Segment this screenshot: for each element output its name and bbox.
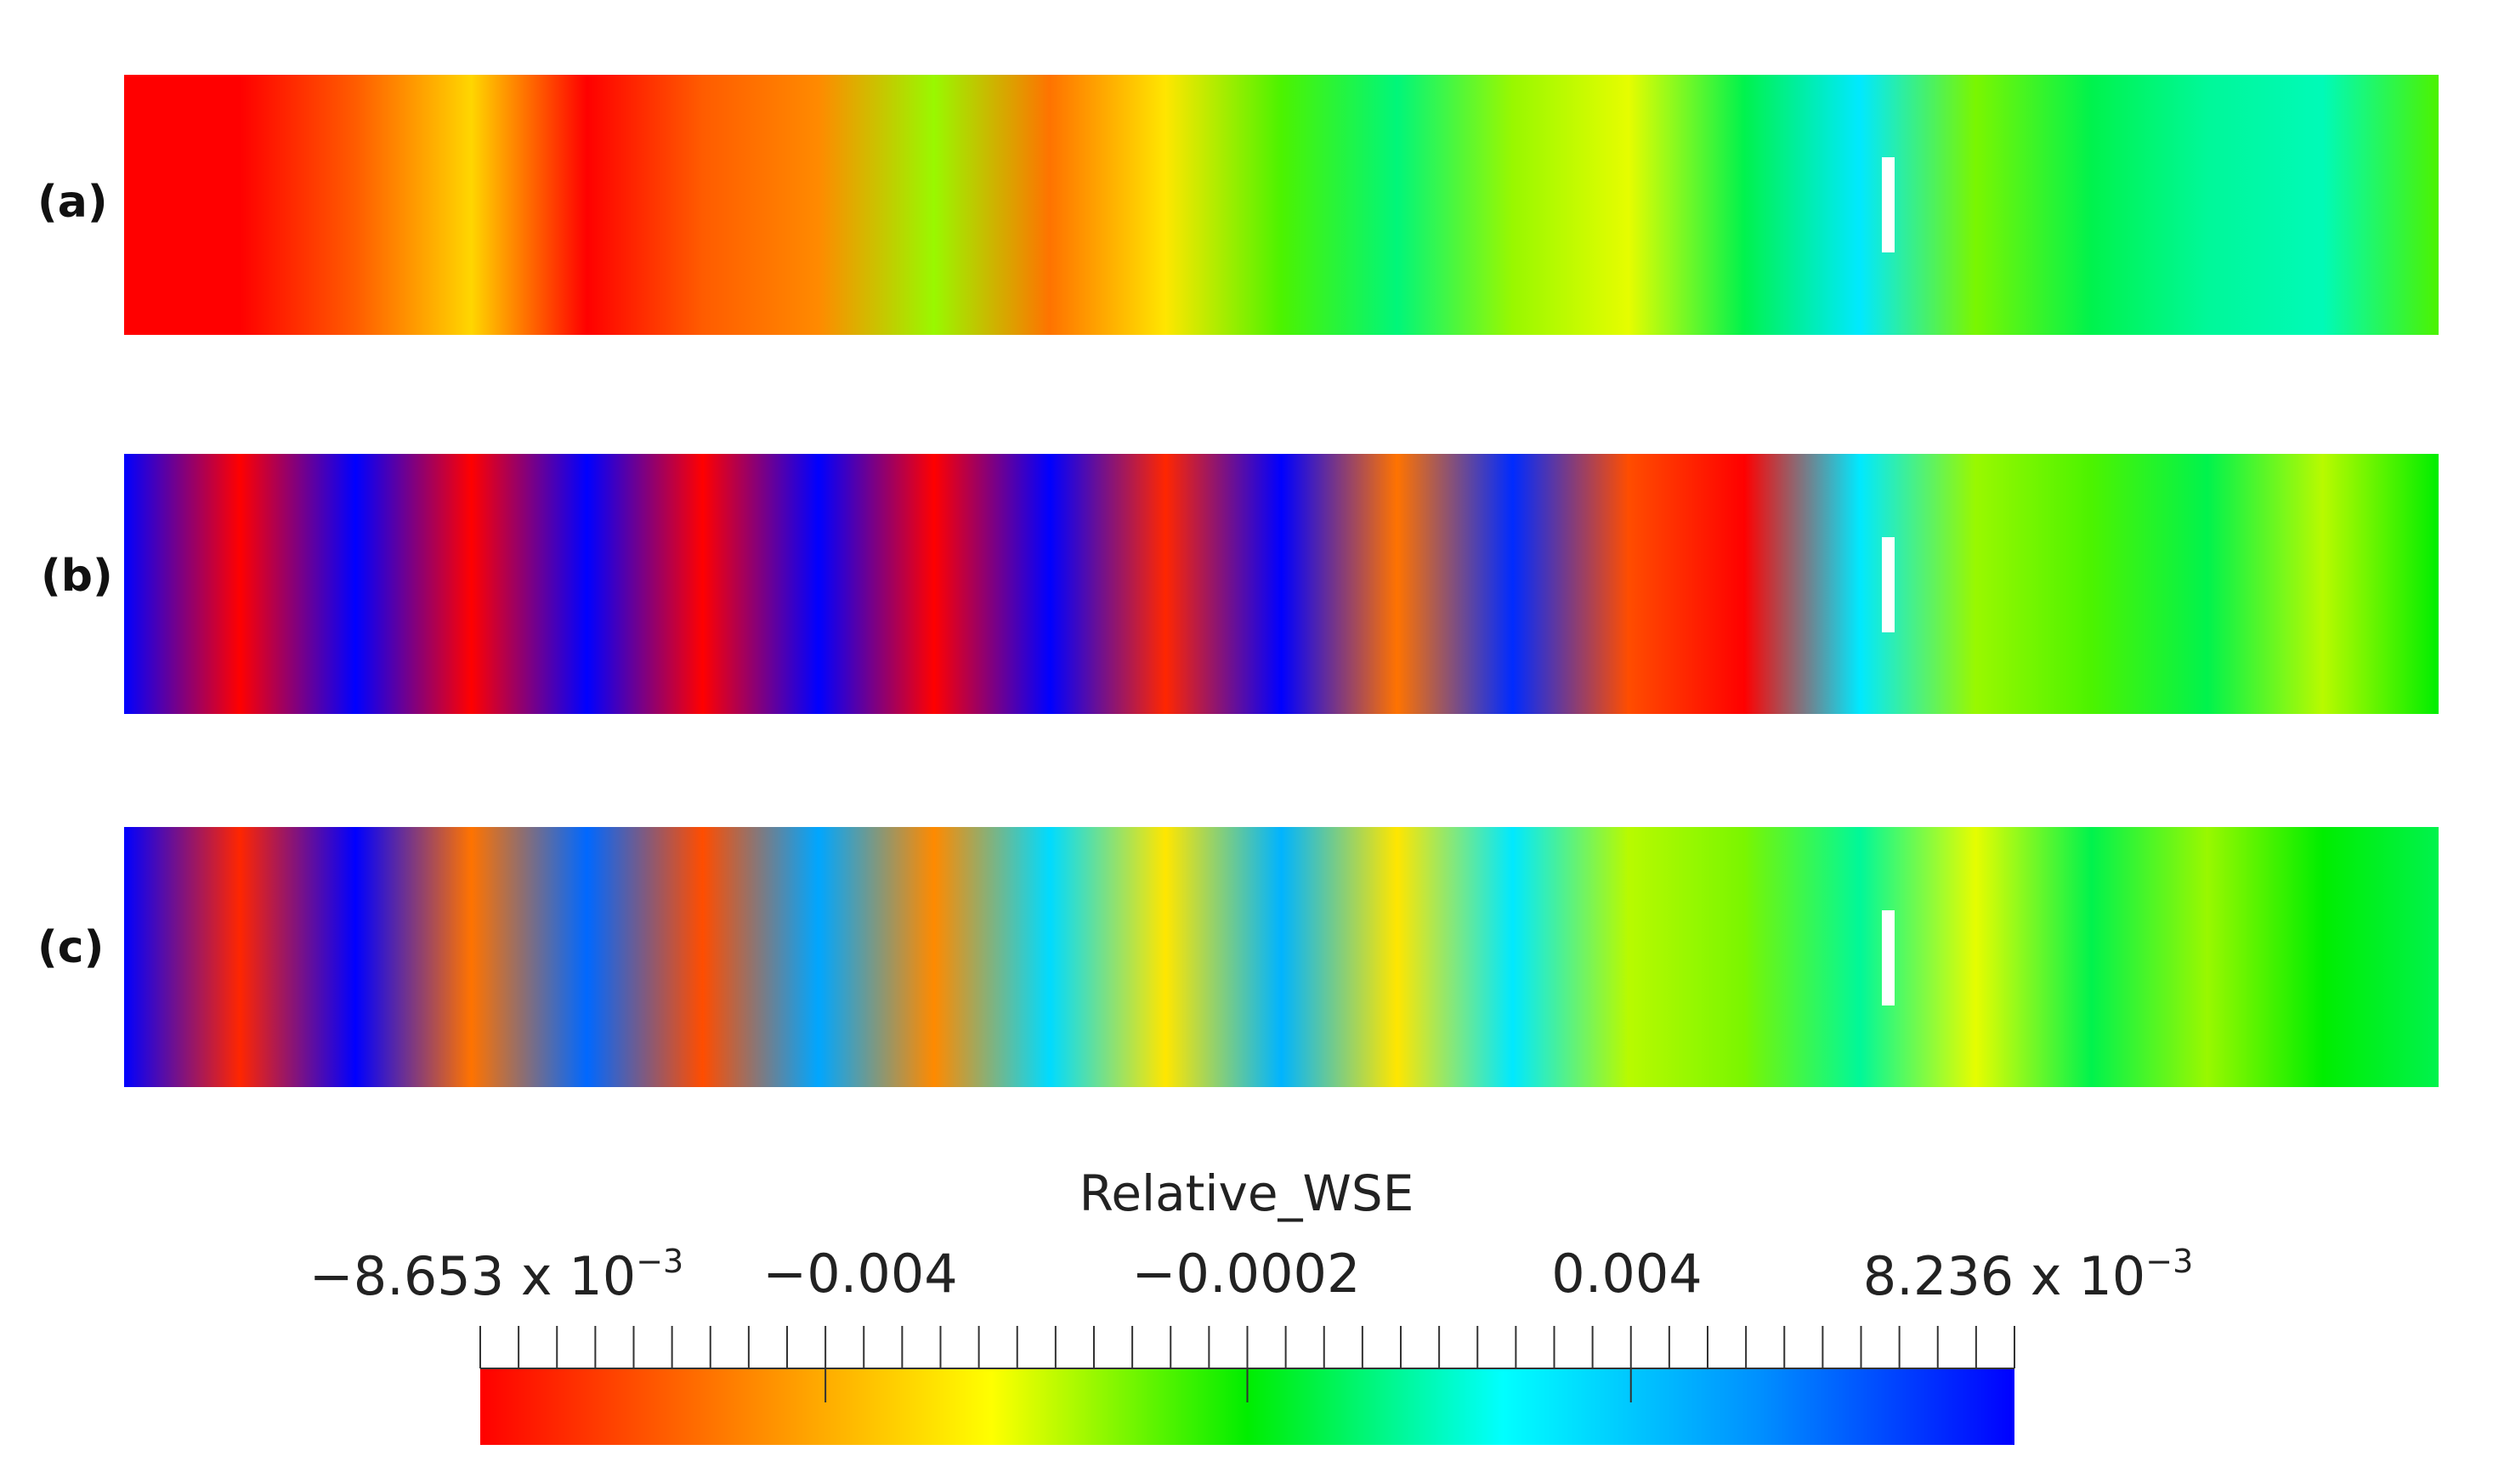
obstacle-c [1882,910,1895,1005]
colorbar-tick-label-2: −0.004 [762,1243,958,1305]
field-gradient-a [124,75,2439,335]
field-panel-a [124,75,2439,335]
colorbar-title: Relative_WSE [1079,1164,1414,1222]
panel-label-b: (b) [41,551,113,602]
field-panel-b [124,454,2439,714]
colorbar-ticks [479,1326,2015,1402]
colorbar-max-label: 8.236 x 10−3 [1862,1243,2194,1307]
obstacle-a [1882,157,1895,252]
field-panel-c [124,827,2439,1087]
panel-label-a: (a) [37,177,108,228]
field-plot-c [124,827,2439,1087]
field-gradient-c [124,827,2439,1087]
colorbar [479,1326,2015,1445]
field-gradient-b [124,454,2439,714]
colorbar-tick-label-3: −0.0002 [1131,1243,1361,1305]
colorbar-tick-label-4: 0.004 [1551,1243,1703,1305]
obstacle-b [1882,537,1895,632]
panel-label-c: (c) [37,922,105,973]
field-plot-b [124,454,2439,714]
field-plot-a [124,75,2439,335]
colorbar-min-label: −8.653 x 10−3 [309,1243,684,1307]
